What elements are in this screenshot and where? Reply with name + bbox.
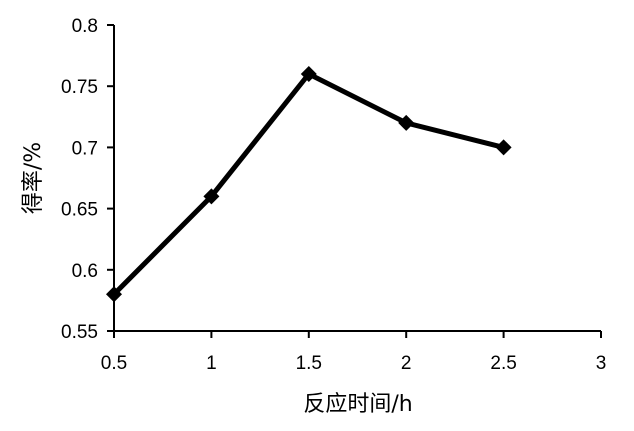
x-tick-label: 2.5 bbox=[490, 353, 516, 374]
series-layer bbox=[106, 65, 512, 303]
y-tick-label: 0.65 bbox=[61, 200, 98, 221]
y-axis-title: 得率/% bbox=[21, 142, 46, 214]
x-tick-label: 2 bbox=[401, 353, 412, 374]
y-axis-ticks: 0.55 0.6 0.65 0.7 0.75 0.8 bbox=[61, 16, 114, 343]
data-point-marker bbox=[203, 188, 220, 205]
data-point-marker bbox=[106, 286, 122, 303]
y-tick-label: 0.7 bbox=[72, 138, 98, 159]
data-point-marker bbox=[300, 65, 317, 82]
data-point-marker bbox=[495, 139, 512, 156]
x-tick-label: 0.5 bbox=[101, 353, 127, 374]
x-axis-ticks: 0.5 1 1.5 2 2.5 3 bbox=[101, 331, 607, 374]
y-tick-label: 0.8 bbox=[72, 16, 98, 37]
x-tick-label: 3 bbox=[596, 353, 607, 374]
x-tick-label: 1.5 bbox=[296, 353, 322, 374]
x-tick-label: 1 bbox=[206, 353, 217, 374]
y-tick-label: 0.55 bbox=[61, 322, 98, 343]
x-axis-title: 反应时间/h bbox=[303, 392, 412, 417]
y-tick-label: 0.75 bbox=[61, 77, 98, 98]
y-tick-label: 0.6 bbox=[72, 261, 98, 282]
data-point-marker bbox=[398, 114, 415, 131]
series-line bbox=[112, 70, 505, 297]
